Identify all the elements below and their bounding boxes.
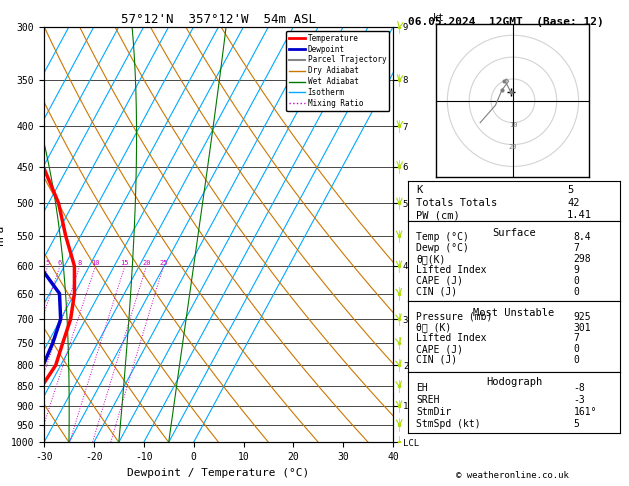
Text: SREH: SREH [416,395,440,405]
Text: θᴇ (K): θᴇ (K) [416,323,452,332]
Text: CIN (J): CIN (J) [416,287,457,296]
Text: 20: 20 [509,144,517,150]
Text: Pressure (mb): Pressure (mb) [416,312,493,322]
Text: 42: 42 [567,198,579,208]
Text: 5: 5 [567,185,573,195]
Text: 8: 8 [77,260,82,266]
Text: Surface: Surface [492,228,536,238]
Text: 10: 10 [509,122,517,128]
Text: 5: 5 [574,419,579,429]
Text: 25: 25 [159,260,168,266]
Text: Most Unstable: Most Unstable [473,308,555,318]
Text: 298: 298 [574,254,591,264]
Text: © weatheronline.co.uk: © weatheronline.co.uk [456,471,569,480]
Text: Temp (°C): Temp (°C) [416,232,469,242]
Text: 7: 7 [574,333,579,344]
Text: 161°: 161° [574,407,597,417]
Text: CIN (J): CIN (J) [416,355,457,365]
Text: 5: 5 [46,260,50,266]
Text: -8: -8 [574,383,585,393]
Text: 1.41: 1.41 [567,210,592,221]
Text: 925: 925 [574,312,591,322]
Text: EH: EH [416,383,428,393]
Text: kt: kt [433,13,445,23]
Y-axis label: hPa: hPa [0,225,5,244]
Text: Hodograph: Hodograph [486,377,542,387]
Text: 7: 7 [574,243,579,253]
Text: 15: 15 [121,260,129,266]
Text: 06.05.2024  12GMT  (Base: 12): 06.05.2024 12GMT (Base: 12) [408,17,604,27]
Title: 57°12'N  357°12'W  54m ASL: 57°12'N 357°12'W 54m ASL [121,13,316,26]
Text: StmDir: StmDir [416,407,452,417]
Text: Dewp (°C): Dewp (°C) [416,243,469,253]
Text: 8.4: 8.4 [574,232,591,242]
Text: -3: -3 [574,395,585,405]
Text: 301: 301 [574,323,591,332]
Text: 6: 6 [58,260,62,266]
Text: 0: 0 [574,287,579,296]
Y-axis label: km
ASL: km ASL [422,226,443,243]
Text: CAPE (J): CAPE (J) [416,276,463,286]
Text: Totals Totals: Totals Totals [416,198,498,208]
X-axis label: Dewpoint / Temperature (°C): Dewpoint / Temperature (°C) [128,468,309,478]
Text: CAPE (J): CAPE (J) [416,344,463,354]
Text: K: K [416,185,422,195]
Text: 10: 10 [91,260,100,266]
Text: θᴇ(K): θᴇ(K) [416,254,445,264]
Text: 0: 0 [574,344,579,354]
Legend: Temperature, Dewpoint, Parcel Trajectory, Dry Adiabat, Wet Adiabat, Isotherm, Mi: Temperature, Dewpoint, Parcel Trajectory… [286,31,389,111]
Text: Lifted Index: Lifted Index [416,265,487,275]
Text: 20: 20 [142,260,151,266]
Text: StmSpd (kt): StmSpd (kt) [416,419,481,429]
Text: 9: 9 [574,265,579,275]
Text: Lifted Index: Lifted Index [416,333,487,344]
Text: Mixing Ratio (g/kg): Mixing Ratio (g/kg) [445,179,455,290]
Text: 0: 0 [574,355,579,365]
Text: PW (cm): PW (cm) [416,210,460,221]
Text: 0: 0 [574,276,579,286]
